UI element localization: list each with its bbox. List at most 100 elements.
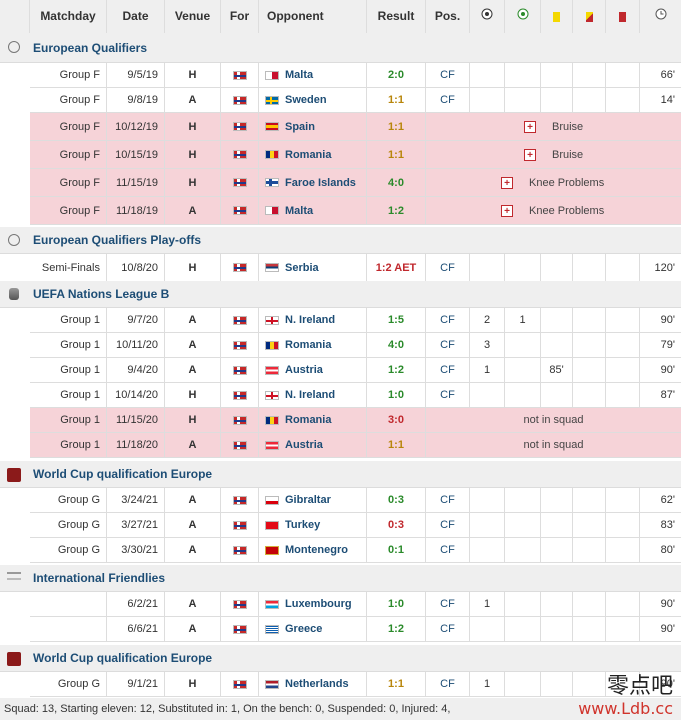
norway-flag-icon[interactable] xyxy=(232,440,247,450)
opponent-link[interactable]: Austria xyxy=(285,439,323,451)
header-pos[interactable]: Pos. xyxy=(426,0,470,33)
norway-flag-icon[interactable] xyxy=(232,520,247,530)
opponent-link[interactable]: Spain xyxy=(285,120,315,133)
result-link[interactable]: 1:0 xyxy=(388,598,404,610)
injury-icon: + xyxy=(501,176,513,189)
yr-cell xyxy=(573,308,606,332)
result-link[interactable]: 1:1 xyxy=(388,120,404,133)
opponent-link[interactable]: Greece xyxy=(285,623,323,635)
result-link[interactable]: 1:5 xyxy=(388,314,404,326)
for-team-flag xyxy=(221,333,259,357)
minutes-clock-icon[interactable] xyxy=(640,0,681,33)
min-cell: 90' xyxy=(660,314,675,326)
pos-cell: CF xyxy=(426,617,470,641)
header-for[interactable]: For xyxy=(221,0,259,33)
yellow-card-icon[interactable] xyxy=(541,0,573,33)
goal-ball-icon[interactable] xyxy=(470,0,505,33)
result-link[interactable]: 1:2 AET xyxy=(375,261,417,274)
norway-flag-icon[interactable] xyxy=(232,340,247,350)
result-link[interactable]: 0:1 xyxy=(388,544,404,556)
header-venue[interactable]: Venue xyxy=(165,0,221,33)
md-cell: Group G xyxy=(30,672,107,696)
opponent-link[interactable]: Gibraltar xyxy=(285,494,331,506)
norway-flag-icon[interactable] xyxy=(232,390,247,400)
norway-flag-icon[interactable] xyxy=(232,624,247,634)
norway-flag-icon[interactable] xyxy=(232,206,247,215)
norway-flag-icon[interactable] xyxy=(232,122,247,131)
assist-ball-icon[interactable] xyxy=(505,0,541,33)
result-link[interactable]: 1:2 xyxy=(388,364,404,376)
yellow-red-card-icon[interactable] xyxy=(573,0,606,33)
result-link[interactable]: 0:3 xyxy=(388,519,404,531)
result-link[interactable]: 4:0 xyxy=(388,176,404,189)
norway-flag-icon[interactable] xyxy=(232,599,247,609)
norway-flag-icon[interactable] xyxy=(232,70,247,80)
header-result[interactable]: Result xyxy=(367,0,426,33)
result-link[interactable]: 1:1 xyxy=(388,439,404,451)
norway-flag-icon[interactable] xyxy=(232,263,247,272)
opponent-link[interactable]: Malta xyxy=(285,204,314,217)
opponent-link[interactable]: Montenegro xyxy=(285,544,348,556)
norway-flag-icon[interactable] xyxy=(232,95,247,105)
competition-header: World Cup qualification Europe xyxy=(0,645,681,672)
g-cell: 1 xyxy=(470,358,505,382)
norway-flag-icon[interactable] xyxy=(232,315,247,325)
result-link[interactable]: 1:2 xyxy=(388,623,404,635)
opponent-link[interactable]: Romania xyxy=(285,414,332,426)
result-link[interactable]: 3:0 xyxy=(388,414,404,426)
norway-flag-icon[interactable] xyxy=(232,150,247,159)
header-matchday[interactable]: Matchday xyxy=(30,0,107,33)
opponent-link[interactable]: Romania xyxy=(285,148,332,161)
result-link[interactable]: 0:3 xyxy=(388,494,404,506)
opponent-link[interactable]: Malta xyxy=(285,69,314,81)
match-row: Group F 11/15/19 H Faroe Islands 4:0 + Knee Pr… xyxy=(30,169,681,197)
opponent-link[interactable]: Serbia xyxy=(285,261,319,274)
md-cell: Group 1 xyxy=(30,308,107,332)
result-link[interactable]: 1:1 xyxy=(388,678,404,690)
squad-summary-text: Squad: 13, Starting eleven: 12, Substitu… xyxy=(4,703,451,715)
header-opponent[interactable]: Opponent xyxy=(259,0,367,33)
competition-title[interactable]: European Qualifiers xyxy=(33,41,148,55)
opponent-cell: Austria xyxy=(259,358,367,382)
opponent-link[interactable]: Netherlands xyxy=(285,678,349,690)
opponent-link[interactable]: Luxembourg xyxy=(285,598,352,610)
result-link[interactable]: 2:0 xyxy=(388,69,404,81)
opponent-link[interactable]: Romania xyxy=(285,339,332,351)
opponent-link[interactable]: N. Ireland xyxy=(285,389,336,401)
match-row: Group F 10/15/19 H Romania 1:1 + Bruise xyxy=(30,141,681,169)
norway-flag-icon[interactable] xyxy=(232,415,247,425)
opponent-link[interactable]: Sweden xyxy=(285,94,327,106)
result-link[interactable]: 1:0 xyxy=(388,389,404,401)
norway-flag-icon[interactable] xyxy=(232,679,247,689)
pos-cell: CF xyxy=(426,308,470,332)
competition-title[interactable]: World Cup qualification Europe xyxy=(33,467,213,481)
match-row: Group G 3/27/21 A Turkey 0:3 CF 83' xyxy=(30,513,681,538)
competition-title[interactable]: European Qualifiers Play-offs xyxy=(33,233,202,247)
competition-logo-icon xyxy=(7,572,21,580)
result-link[interactable]: 1:1 xyxy=(388,94,404,106)
r-cell xyxy=(606,254,640,281)
pos-cell: CF xyxy=(426,538,470,562)
norway-flag-icon[interactable] xyxy=(232,495,247,505)
competition-title[interactable]: International Friendlies xyxy=(33,571,166,585)
norway-flag-icon[interactable] xyxy=(232,365,247,375)
opponent-cell: Romania xyxy=(259,333,367,357)
result-link[interactable]: 1:2 xyxy=(388,204,404,217)
competition-title[interactable]: World Cup qualification Europe xyxy=(33,651,213,665)
result-link[interactable]: 4:0 xyxy=(388,339,404,351)
opponent-link[interactable]: Faroe Islands xyxy=(285,176,356,189)
red-card-icon[interactable] xyxy=(606,0,640,33)
for-team-flag xyxy=(221,197,259,224)
opponent-link[interactable]: Turkey xyxy=(285,519,321,531)
norway-flag-icon[interactable] xyxy=(232,545,247,555)
result-link[interactable]: 1:1 xyxy=(388,148,404,161)
opponent-link[interactable]: Austria xyxy=(285,364,323,376)
header-date[interactable]: Date xyxy=(107,0,165,33)
norway-flag-icon[interactable] xyxy=(232,178,247,187)
spain-flag-icon xyxy=(265,122,279,131)
opponent-link[interactable]: N. Ireland xyxy=(285,314,336,326)
opponent-cell: Luxembourg xyxy=(259,592,367,616)
injury-icon: + xyxy=(524,120,536,133)
match-row: Group 1 9/7/20 A N. Ireland 1:5 CF 2 1 90' xyxy=(30,308,681,333)
competition-title[interactable]: UEFA Nations League B xyxy=(33,287,170,301)
